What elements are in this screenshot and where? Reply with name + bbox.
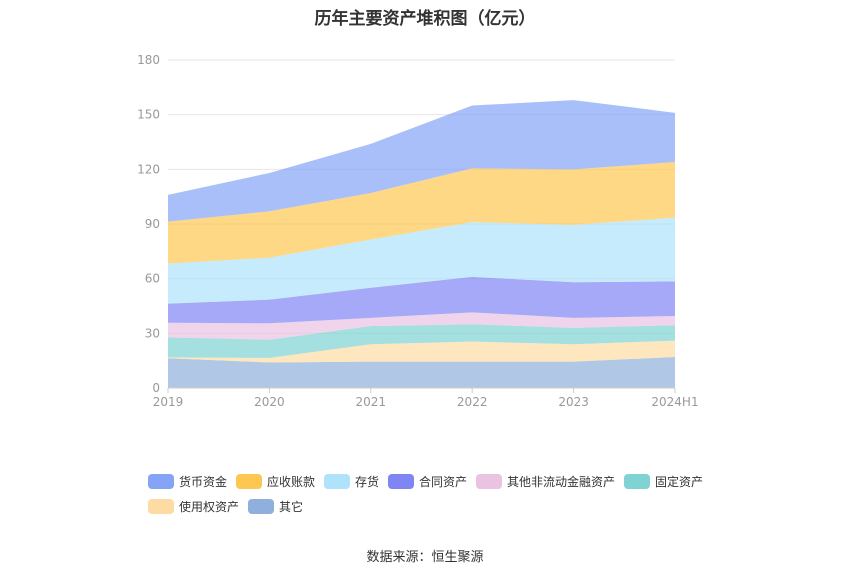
area-合同资产 bbox=[168, 276, 675, 324]
x-tick-label: 2023 bbox=[558, 395, 589, 409]
legend-swatch bbox=[624, 473, 650, 489]
legend-label: 其它 bbox=[279, 499, 304, 514]
legend-label: 应收账款 bbox=[267, 474, 316, 489]
legend-item-other-noncurrent-fin[interactable]: 其他非流动金融资产 bbox=[476, 472, 615, 490]
legend-item-right-of-use[interactable]: 使用权资产 bbox=[148, 497, 239, 515]
y-tick-label: 120 bbox=[137, 162, 160, 176]
legend-swatch bbox=[148, 498, 174, 514]
area-使用权资产 bbox=[168, 340, 675, 363]
chart-title: 历年主要资产堆积图（亿元） bbox=[314, 9, 536, 29]
legend-swatch bbox=[388, 473, 414, 489]
legend-label: 固定资产 bbox=[655, 474, 704, 489]
area-存货 bbox=[168, 217, 675, 304]
x-tick-label: 2020 bbox=[254, 395, 285, 409]
area-货币资金 bbox=[168, 100, 675, 222]
legend-label: 合同资产 bbox=[419, 474, 468, 489]
legend-swatch bbox=[148, 473, 174, 489]
legend-item-receivables[interactable]: 应收账款 bbox=[236, 472, 315, 490]
y-tick-label: 90 bbox=[145, 217, 160, 231]
x-tick-label: 2022 bbox=[457, 395, 488, 409]
y-tick-label: 180 bbox=[137, 53, 160, 67]
legend-label: 货币资金 bbox=[179, 474, 228, 489]
legend-label: 其他非流动金融资产 bbox=[507, 474, 616, 489]
x-tick-label: 2019 bbox=[153, 395, 184, 409]
legend-swatch bbox=[236, 473, 262, 489]
area-其他非流动金融资产 bbox=[168, 312, 675, 340]
legend-swatch bbox=[324, 473, 350, 489]
x-tick-label: 2024H1 bbox=[651, 395, 698, 409]
area-应收账款 bbox=[168, 162, 675, 264]
area-固定资产 bbox=[168, 324, 675, 358]
legend-item-fixed-assets[interactable]: 固定资产 bbox=[624, 472, 703, 490]
y-tick-label: 60 bbox=[145, 272, 160, 286]
area-series bbox=[168, 100, 675, 388]
legend-swatch bbox=[248, 498, 274, 514]
legend-item-contract-assets[interactable]: 合同资产 bbox=[388, 472, 467, 490]
x-tick-label: 2021 bbox=[356, 395, 387, 409]
y-tick-label: 30 bbox=[145, 326, 160, 340]
legend-item-other[interactable]: 其它 bbox=[248, 497, 303, 515]
legend-label: 使用权资产 bbox=[179, 499, 240, 514]
area-其它 bbox=[168, 357, 675, 388]
legend-item-inventory[interactable]: 存货 bbox=[324, 472, 379, 490]
y-tick-label: 0 bbox=[152, 381, 160, 395]
legend-item-cash[interactable]: 货币资金 bbox=[148, 472, 227, 490]
legend-label: 存货 bbox=[355, 474, 380, 489]
axes: 0 30 60 90 120 150 180 2019 2020 2021 2022 2023 2024… bbox=[137, 53, 699, 409]
data-source: 数据来源：恒生聚源 bbox=[366, 550, 484, 565]
y-tick-label: 150 bbox=[137, 108, 160, 122]
legend-swatch bbox=[476, 473, 502, 489]
